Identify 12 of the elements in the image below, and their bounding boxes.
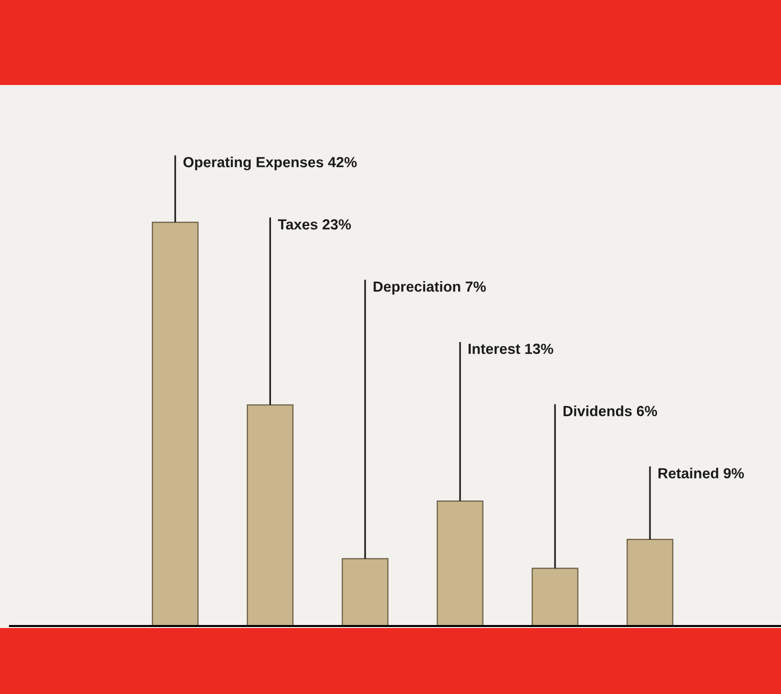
bar	[342, 558, 388, 626]
bar	[532, 568, 578, 626]
data-label: Operating Expenses 42%	[183, 156, 357, 170]
data-label: Retained 9%	[658, 468, 744, 478]
data-label: Interest 13%	[468, 344, 554, 354]
data-label: Dividends 6%	[564, 406, 658, 416]
bar	[436, 500, 484, 626]
data-label: Depreciation 7%	[374, 281, 486, 295]
bar	[626, 538, 674, 626]
bar	[152, 222, 199, 626]
bar	[246, 404, 294, 626]
data-label: Taxes 23%	[278, 219, 351, 230]
